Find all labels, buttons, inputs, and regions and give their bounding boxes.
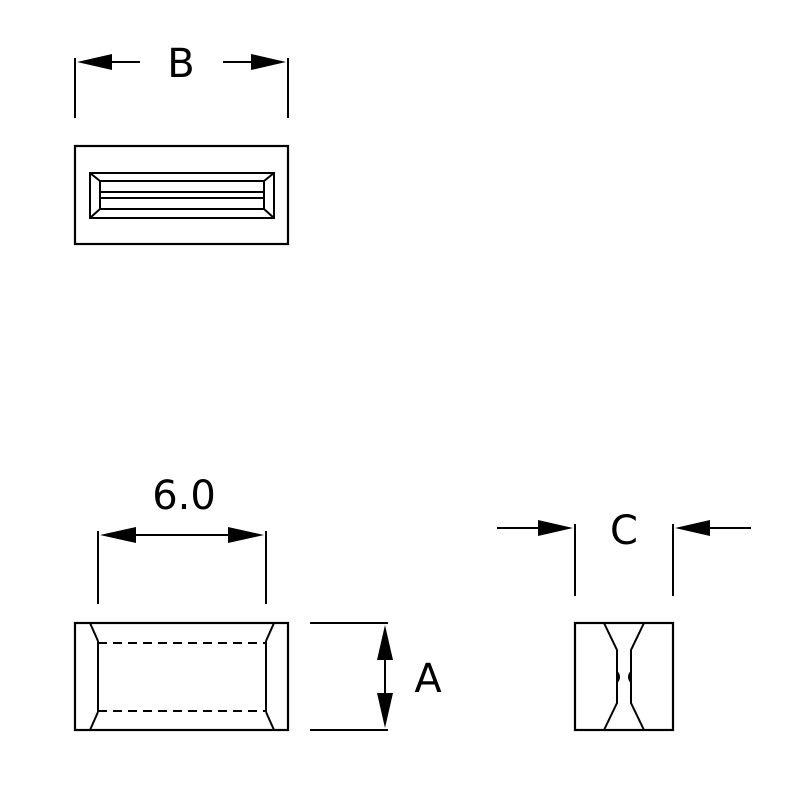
dimension-a-arrow-top [377,625,393,660]
dimension-a-arrow-bottom [377,693,393,728]
top-view-outline [73,144,290,246]
dimension-6-0: 6.0 [97,473,267,604]
dimension-c-arrow-left [538,520,573,536]
dimension-b-label: B [167,41,194,87]
dimension-6-0-arrow-right [228,527,264,543]
side-view-profile-left [603,622,618,731]
front-view-chamfer-br [265,711,275,731]
top-view-slot-outer [89,172,275,219]
side-view-profile-right [630,622,645,731]
dimension-c-label: C [610,508,638,554]
top-view-bevel-br [263,208,275,219]
front-view-outline [73,621,290,732]
top-view-slot-inner [99,180,265,210]
front-view-chamfer-bl [89,711,99,731]
dimension-6-0-arrow-left [100,527,136,543]
top-view-bevel-bl [89,208,101,219]
dimension-b-arrow-left [77,54,112,70]
dimension-c-arrow-right [675,520,710,536]
side-view-detent-left [616,671,620,683]
dimension-a: A [310,622,442,731]
front-view-chamfer-tl [89,622,99,642]
dimension-b-arrow-right [251,54,286,70]
dimension-6-0-label: 6.0 [152,473,216,519]
front-view: 6.0 A [73,473,442,732]
top-view-bevel-tl [89,172,101,182]
side-view: C [497,508,751,732]
side-view-outline [573,621,675,732]
dimension-b: B [74,41,289,118]
front-view-chamfer-tr [265,622,275,642]
top-view-bevel-tr [263,172,275,182]
side-view-detent-right [628,671,632,683]
dimension-c: C [497,508,751,596]
dimension-a-label: A [414,656,442,702]
top-view: B [73,41,290,246]
